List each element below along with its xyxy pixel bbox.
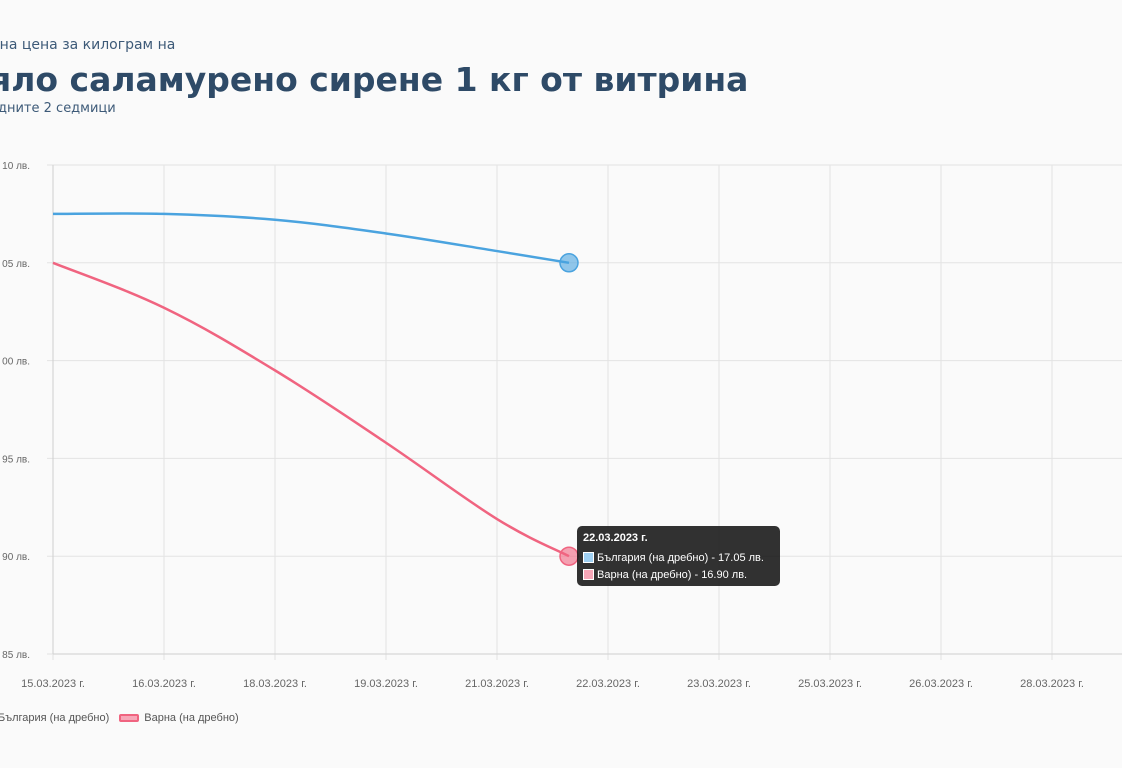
legend-label-varna: Варна (на дребно)	[144, 712, 239, 724]
series-line-0	[52, 212, 570, 265]
series-point-0	[559, 253, 579, 273]
y-tick-label: 95 лв.	[2, 454, 30, 465]
x-tick-label: 21.03.2023 г.	[465, 678, 529, 690]
y-tick-label: 05 лв.	[2, 259, 30, 270]
legend-label-bulgaria: България (на дребно)	[0, 712, 110, 724]
x-tick-label: 26.03.2023 г.	[909, 678, 973, 690]
x-tick-label: 18.03.2023 г.	[243, 678, 307, 690]
x-tick-label: 16.03.2023 г.	[132, 678, 196, 690]
x-tick-label: 25.03.2023 г.	[798, 678, 862, 690]
tooltip-text-bulgaria: България (на дребно) - 17.05 лв.	[597, 551, 764, 564]
series-point-1	[559, 546, 579, 566]
chart-subtitle-bottom: едните 2 седмици	[0, 101, 116, 116]
x-tick-label: 22.03.2023 г.	[576, 678, 640, 690]
y-tick-label: 10 лв.	[2, 161, 30, 172]
chart-title: яло саламурено сирене 1 кг от витрина	[0, 60, 749, 99]
tooltip-row-bulgaria: България (на дребно) - 17.05 лв.	[583, 549, 774, 566]
line-chart: 10 лв. 05 лв. 00 лв. 95 лв. 90 лв. 85 лв. 15.0…	[2, 161, 1122, 690]
x-tick-label: 23.03.2023 г.	[687, 678, 751, 690]
legend-item-varna[interactable]: Варна (на дребно)	[119, 712, 239, 724]
x-tick-label: 15.03.2023 г.	[21, 678, 85, 690]
x-tick-label: 28.03.2023 г.	[1020, 678, 1084, 690]
y-tick-label: 90 лв.	[2, 552, 30, 563]
chart-tooltip: 22.03.2023 г. България (на дребно) - 17.…	[577, 526, 780, 586]
tooltip-text-varna: Варна (на дребно) - 16.90 лв.	[597, 568, 748, 581]
chart-subtitle-top: дна цена за килограм на	[0, 37, 176, 53]
tooltip-title: 22.03.2023 г.	[583, 532, 648, 544]
series-line-1	[52, 261, 570, 558]
chart-header: дна цена за килограм на яло саламурено с…	[0, 36, 748, 118]
tooltip-row-varna: Варна (на дребно) - 16.90 лв.	[583, 566, 774, 583]
y-tick-label: 00 лв.	[2, 357, 30, 368]
legend-item-bulgaria[interactable]: България (на дребно)	[0, 712, 109, 724]
y-tick-label: 85 лв.	[2, 650, 30, 661]
tooltip-swatch-varna	[583, 569, 594, 580]
chart-legend: България (на дребно) Варна (на дребно)	[0, 712, 249, 724]
legend-swatch-varna	[119, 714, 140, 722]
tooltip-swatch-bulgaria	[583, 552, 594, 563]
x-tick-label: 19.03.2023 г.	[354, 678, 418, 690]
